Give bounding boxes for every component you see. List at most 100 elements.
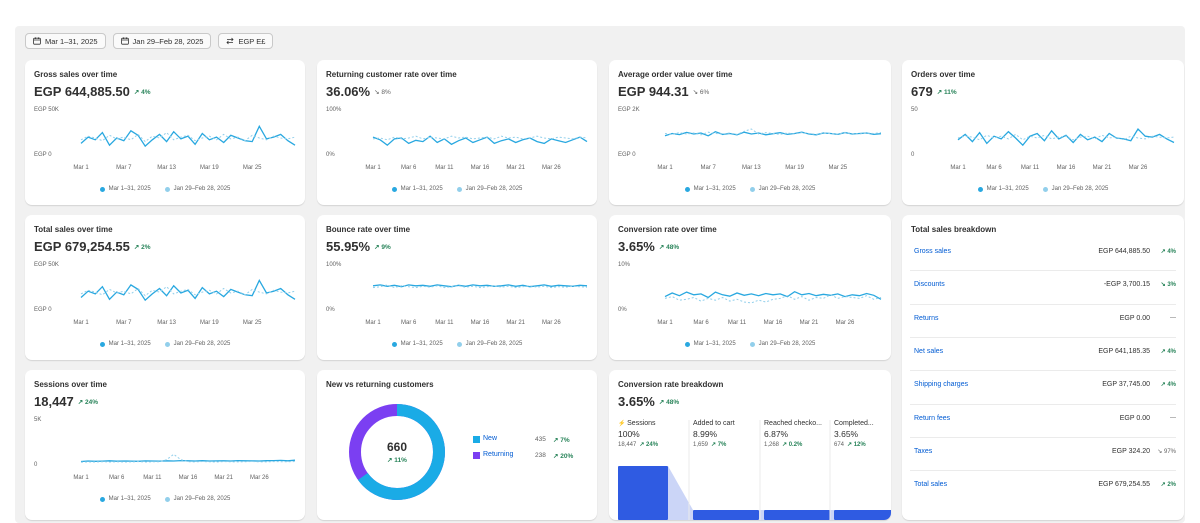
breakdown-row-label[interactable]: Net sales: [914, 347, 944, 355]
breakdown-row-label[interactable]: Shipping charges: [914, 381, 969, 389]
metric: EGP 944.31 ↘ 6%: [618, 84, 709, 99]
legend-item-current[interactable]: Mar 1–31, 2025: [99, 341, 151, 347]
breakdown-divider: [910, 270, 1176, 272]
card-title[interactable]: Sessions over time: [34, 380, 107, 389]
legend-value: 435: [535, 436, 546, 443]
x-tick-label: Mar 16: [470, 320, 490, 326]
breakdown-row-value: EGP 679,254.55: [1098, 481, 1150, 489]
legend-label: Jan 29–Feb 28, 2025: [1051, 186, 1109, 192]
card-conversion-rate: Conversion rate over time 3.65% ↗ 48% 10% 0%…: [609, 215, 891, 360]
legend-item-previous[interactable]: Jan 29–Feb 28, 2025: [164, 496, 230, 502]
x-tick-label: Mar 6: [108, 475, 125, 481]
legend-value: 238: [535, 452, 546, 459]
legend-dot: [391, 341, 397, 347]
breakdown-row-value: EGP 324.20: [1111, 447, 1150, 455]
legend-item-previous[interactable]: Jan 29–Feb 28, 2025: [456, 341, 522, 347]
card-gross-sales: Gross sales over time EGP 644,885.50 ↗ 4% E…: [25, 60, 305, 205]
breakdown-row-label[interactable]: Returns: [914, 314, 939, 322]
y-axis-top-label: 50: [911, 107, 918, 113]
metric-value: 679: [911, 84, 933, 99]
x-tick-label: Mar 26: [541, 320, 561, 326]
x-tick-label: Mar 11: [727, 320, 747, 326]
card-title[interactable]: Gross sales over time: [34, 70, 118, 79]
legend-label: New: [483, 435, 498, 442]
breakdown-row-value: EGP 0.00: [1119, 414, 1150, 422]
x-tick-label: Mar 6: [693, 320, 709, 326]
series-line-previous: [372, 135, 588, 141]
series-line-current: [664, 290, 882, 300]
series-line-current: [372, 135, 588, 147]
legend: Mar 1–31, 2025 Jan 29–Feb 28, 2025: [609, 186, 891, 192]
legend-item-previous[interactable]: Jan 29–Feb 28, 2025: [1042, 186, 1109, 192]
card-title[interactable]: New vs returning customers: [326, 380, 434, 389]
funnel-step-1[interactable]: Added to cart 8.99% 1,659 ↗ 7%: [693, 420, 763, 448]
card-conversion-breakdown: Conversion rate breakdown 3.65% ↗ 48% ⚡ Ses…: [609, 370, 891, 520]
breakdown-row-delta: ↗ 4%: [1160, 249, 1176, 255]
funnel-count-delta: ↗ 0.2%: [782, 442, 803, 448]
breakdown-row-label[interactable]: Return fees: [914, 414, 951, 422]
series-line-current: [80, 124, 296, 148]
legend-item-previous[interactable]: Jan 29–Feb 28, 2025: [164, 186, 230, 192]
legend-label: Jan 29–Feb 28, 2025: [758, 186, 816, 192]
legend-item-current[interactable]: Mar 1–31, 2025: [391, 341, 443, 347]
breakdown-divider: [910, 370, 1176, 372]
legend: Mar 1–31, 2025 Jan 29–Feb 28, 2025: [902, 186, 1184, 192]
card-title[interactable]: Orders over time: [911, 70, 976, 79]
legend-item-current[interactable]: Mar 1–31, 2025: [99, 186, 151, 192]
x-tick-label: Mar 6: [986, 165, 1002, 171]
breakdown-row-label[interactable]: Total sales: [914, 481, 948, 489]
breakdown-row-label[interactable]: Discounts: [914, 281, 945, 289]
card-title[interactable]: Total sales over time: [34, 225, 113, 234]
filter-chip-0[interactable]: Mar 1–31, 2025: [25, 33, 106, 49]
x-tick-label: Mar 16: [763, 320, 783, 326]
metric-value: EGP 679,254.55: [34, 239, 130, 254]
breakdown-row: Discounts -EGP 3,700.15 ↘ 3%: [902, 270, 1184, 303]
legend-item-current[interactable]: Mar 1–31, 2025: [684, 186, 736, 192]
filter-chip-1[interactable]: Jan 29–Feb 28, 2025: [112, 33, 212, 49]
legend-item-current[interactable]: Mar 1–31, 2025: [684, 341, 736, 347]
card-total-sales: Total sales over time EGP 679,254.55 ↗ 2% E…: [25, 215, 305, 360]
legend-item-current[interactable]: Mar 1–31, 2025: [977, 186, 1029, 192]
legend-dot: [684, 186, 690, 192]
funnel-connector-2: [830, 510, 834, 520]
metric-value: 3.65%: [618, 394, 655, 409]
card-title[interactable]: Bounce rate over time: [326, 225, 411, 234]
legend-item-current[interactable]: Mar 1–31, 2025: [391, 186, 443, 192]
card-bounce-rate: Bounce rate over time 55.95% ↗ 9% 100% 0% Mar…: [317, 215, 597, 360]
metric: EGP 679,254.55 ↗ 2%: [34, 239, 151, 254]
delta-badge: ↗ 48%: [658, 398, 680, 406]
x-tick-label: Mar 6: [400, 165, 417, 171]
y-axis-top-label: EGP 50K: [34, 107, 59, 113]
legend-item-previous[interactable]: Jan 29–Feb 28, 2025: [749, 341, 815, 347]
funnel-step-0[interactable]: ⚡ Sessions 100% 18,447 ↗ 24%: [618, 420, 688, 448]
card-title[interactable]: Returning customer rate over time: [326, 70, 457, 79]
breakdown-row-label[interactable]: Gross sales: [914, 248, 951, 255]
delta-badge: ↗ 2%: [133, 243, 151, 251]
card-title[interactable]: Total sales breakdown: [911, 225, 997, 234]
y-axis-bottom-label: EGP 0: [34, 307, 52, 313]
breakdown-row-label[interactable]: Taxes: [914, 447, 933, 455]
legend-item-previous[interactable]: Jan 29–Feb 28, 2025: [749, 186, 816, 192]
legend-item-previous[interactable]: Jan 29–Feb 28, 2025: [456, 186, 522, 192]
legend-label: Mar 1–31, 2025: [108, 186, 151, 192]
legend-swatch-new: [473, 436, 480, 443]
breakdown-divider: [910, 403, 1176, 405]
card-title[interactable]: Average order value over time: [618, 70, 733, 79]
x-tick-label: Mar 19: [785, 165, 804, 171]
series-line-previous: [664, 128, 882, 136]
funnel-step-3[interactable]: Completed... 3.65% 674 ↗ 12%: [834, 420, 891, 448]
x-tick-label: Mar 16: [470, 165, 490, 171]
x-tick-label: Mar 13: [157, 165, 176, 171]
legend: Mar 1–31, 2025 Jan 29–Feb 28, 2025: [25, 341, 305, 347]
legend-item-current[interactable]: Mar 1–31, 2025: [99, 496, 151, 502]
card-returning-rate: Returning customer rate over time 36.06% ↘…: [317, 60, 597, 205]
funnel-step-2[interactable]: Reached checko... 6.87% 1,268 ↗ 0.2%: [764, 420, 834, 448]
legend-item-previous[interactable]: Jan 29–Feb 28, 2025: [164, 341, 230, 347]
card-title[interactable]: Conversion rate over time: [618, 225, 717, 234]
legend-label: Mar 1–31, 2025: [108, 341, 151, 347]
donut-center-value: 660: [386, 440, 408, 454]
filter-chip-2[interactable]: EGP E£: [218, 33, 274, 49]
series-line-previous: [80, 131, 296, 143]
funnel-count-delta: ↗ 12%: [847, 442, 866, 448]
card-title[interactable]: Conversion rate breakdown: [618, 380, 724, 389]
